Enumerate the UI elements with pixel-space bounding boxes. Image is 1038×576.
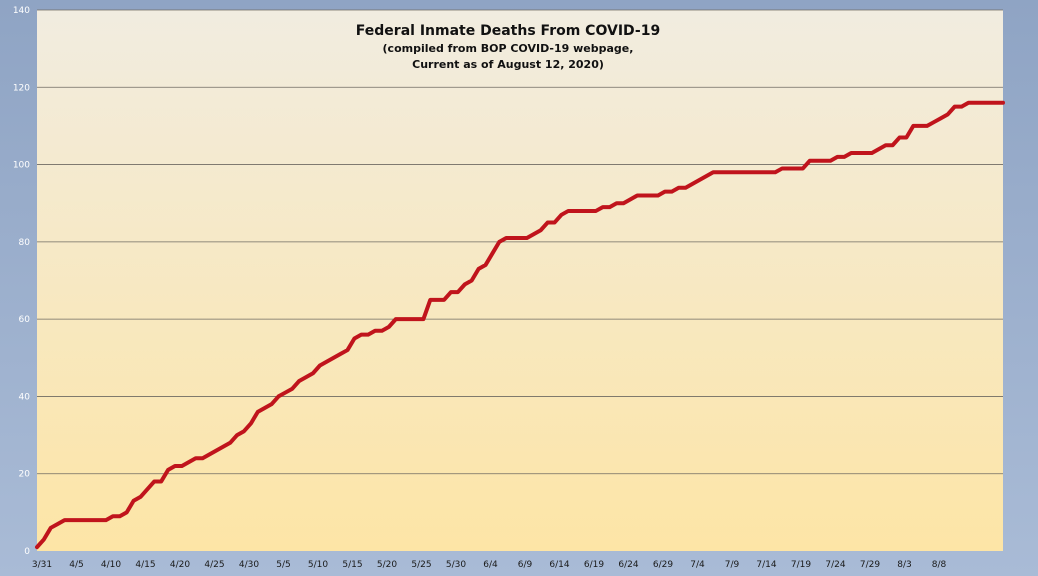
x-tick-label: 5/20 xyxy=(377,560,397,570)
x-tick-label: 8/8 xyxy=(932,560,947,570)
x-tick-label: 5/30 xyxy=(446,560,466,570)
x-tick-label: 4/5 xyxy=(69,560,83,570)
x-tick-label: 6/14 xyxy=(549,560,569,570)
x-tick-label: 4/30 xyxy=(239,560,259,570)
x-tick-label: 7/29 xyxy=(860,560,880,570)
x-tick-label: 5/10 xyxy=(308,560,328,570)
y-axis: 0 20 40 60 80 100 120 140 xyxy=(13,6,30,557)
x-tick-label: 4/25 xyxy=(204,560,224,570)
series-line xyxy=(35,100,1005,550)
y-tick-label: 20 xyxy=(19,470,31,480)
x-tick-label: 7/4 xyxy=(690,560,705,570)
y-tick-label: 80 xyxy=(19,238,31,248)
x-axis: 3/31 4/5 4/10 4/15 4/20 4/25 4/30 5/5 5/10 5/15 5/… xyxy=(32,560,947,570)
x-tick-label: 6/4 xyxy=(483,560,498,570)
x-tick-label: 6/24 xyxy=(618,560,638,570)
chart-subtitle-line-1: (compiled from BOP COVID-19 webpage, xyxy=(383,42,634,55)
y-tick-label: 140 xyxy=(13,6,30,16)
x-tick-label: 3/31 xyxy=(32,560,52,570)
x-tick-label: 7/19 xyxy=(791,560,811,570)
y-tick-label: 100 xyxy=(13,161,30,171)
x-tick-label: 4/10 xyxy=(101,560,121,570)
x-tick-label: 6/29 xyxy=(653,560,673,570)
x-tick-label: 5/15 xyxy=(342,560,362,570)
gridlines xyxy=(37,9,1003,475)
y-tick-label: 40 xyxy=(19,392,31,402)
x-tick-label: 5/25 xyxy=(411,560,431,570)
x-tick-label: 6/9 xyxy=(518,560,533,570)
x-tick-label: 8/3 xyxy=(897,560,911,570)
x-tick-label: 5/5 xyxy=(276,560,290,570)
x-tick-label: 7/9 xyxy=(725,560,740,570)
x-tick-label: 4/15 xyxy=(135,560,155,570)
chart-title: Federal Inmate Deaths From COVID-19 xyxy=(356,23,660,39)
y-tick-label: 60 xyxy=(19,315,31,325)
plot-area xyxy=(37,10,1003,551)
x-tick-label: 7/24 xyxy=(825,560,845,570)
x-tick-label: 6/19 xyxy=(584,560,604,570)
y-tick-label: 0 xyxy=(24,547,30,557)
x-tick-label: 4/20 xyxy=(170,560,190,570)
y-tick-label: 120 xyxy=(13,83,30,93)
chart-subtitle-line-2: Current as of August 12, 2020) xyxy=(412,58,604,71)
x-tick-label: 7/14 xyxy=(756,560,776,570)
